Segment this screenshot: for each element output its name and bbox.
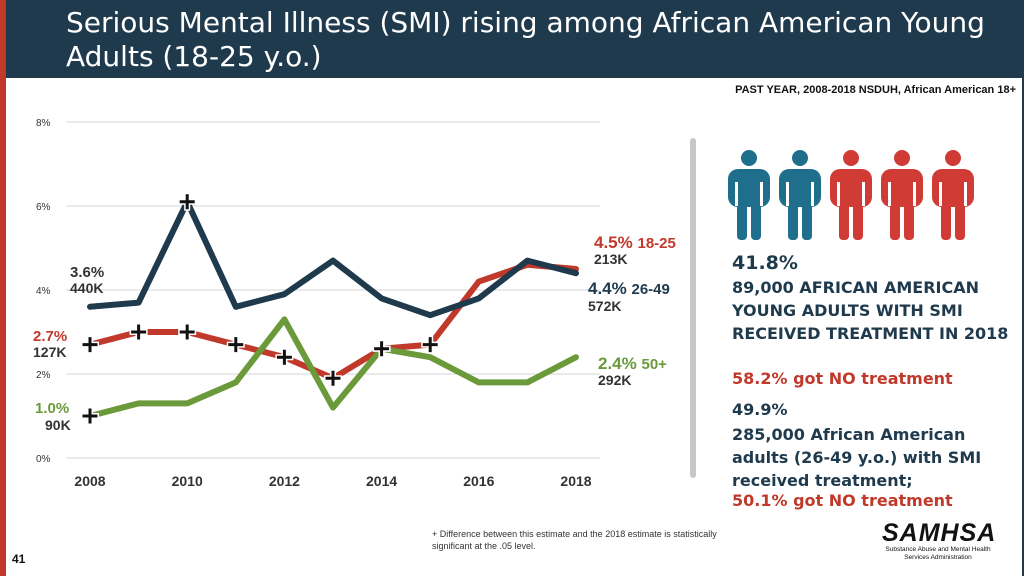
y-tick-label: 0% <box>36 454 51 465</box>
significance-marker <box>82 337 98 353</box>
significance-marker <box>228 337 244 353</box>
annotation-start-50-count: 90K <box>45 417 71 433</box>
annotation-start-26-49-count: 440K <box>70 280 103 296</box>
slide-title: Serious Mental Illness (SMI) rising amon… <box>66 6 985 73</box>
annotation-26-49-label: 4.4% 26-49 <box>588 279 670 298</box>
annotation-50-count: 292K <box>598 372 631 388</box>
smi-line-chart: 0% 2% 4% 6% 8% 2008 2010 2012 2014 2016 2018 4.5% 1… <box>33 118 676 489</box>
person-icon <box>726 150 772 247</box>
annotation-18-25-label: 4.5% 18-25 <box>594 233 676 252</box>
annotation-26-49-count: 572K <box>588 298 621 314</box>
series-line-26-49 <box>87 198 579 319</box>
stat-no-treatment-1: 58.2% got NO treatment <box>732 369 953 388</box>
samhsa-logo: SAMHSA Substance Abuse and Mental Health… <box>882 519 997 562</box>
x-tick-label: 2016 <box>463 473 494 489</box>
y-tick-label: 4% <box>36 286 51 297</box>
annotation-start-50-pct: 1.0% <box>35 400 69 417</box>
left-accent-bar <box>0 0 6 576</box>
significance-marker <box>374 341 390 357</box>
annotation-50-label: 2.4% 50+ <box>598 354 667 373</box>
significance-marker <box>179 324 195 340</box>
x-tick-label: 2010 <box>172 473 203 489</box>
logo-subtitle: Substance Abuse and Mental Health Servic… <box>885 546 991 561</box>
stat-text-1: 89,000 AFRICAN AMERICAN YOUNG ADULTS WIT… <box>732 278 1009 343</box>
y-tick-label: 8% <box>36 118 51 129</box>
x-tick-label: 2014 <box>366 473 397 489</box>
title-banner <box>6 0 1022 78</box>
annotation-start-18-25-count: 127K <box>33 344 66 360</box>
significance-marker <box>276 349 292 365</box>
annotation-start-26-49-pct: 3.6% <box>70 264 104 281</box>
annotation-18-25-count: 213K <box>594 251 627 267</box>
stat-percent-2: 49.9% <box>732 400 788 419</box>
significance-marker <box>131 324 147 340</box>
right-edge-border <box>1022 0 1024 576</box>
x-tick-label: 2018 <box>560 473 591 489</box>
x-tick-label: 2012 <box>269 473 300 489</box>
significance-footnote: + Difference between this estimate and t… <box>432 529 717 551</box>
significance-marker <box>82 408 98 424</box>
series-line-50+ <box>87 316 579 419</box>
person-icon <box>879 150 925 247</box>
person-icon <box>777 150 823 247</box>
significance-marker <box>325 370 341 386</box>
person-icon <box>930 150 976 247</box>
person-icon <box>828 150 874 247</box>
y-tick-label: 2% <box>36 370 51 381</box>
stat-percent-1: 41.8% <box>732 252 798 274</box>
vertical-divider <box>690 138 696 478</box>
stat-text-2: 285,000 African American adults (26-49 y… <box>732 425 982 490</box>
x-tick-label: 2008 <box>74 473 105 489</box>
significance-marker <box>179 194 195 210</box>
annotation-start-18-25-pct: 2.7% <box>33 328 67 345</box>
stat-no-treatment-2: 50.1% got NO treatment <box>732 491 953 510</box>
source-note: PAST YEAR, 2008-2018 NSDUH, African Amer… <box>735 84 1016 96</box>
logo-wordmark: SAMHSA <box>882 519 997 547</box>
y-tick-label: 6% <box>36 202 51 213</box>
significance-marker <box>422 337 438 353</box>
page-number: 41 <box>12 552 26 566</box>
